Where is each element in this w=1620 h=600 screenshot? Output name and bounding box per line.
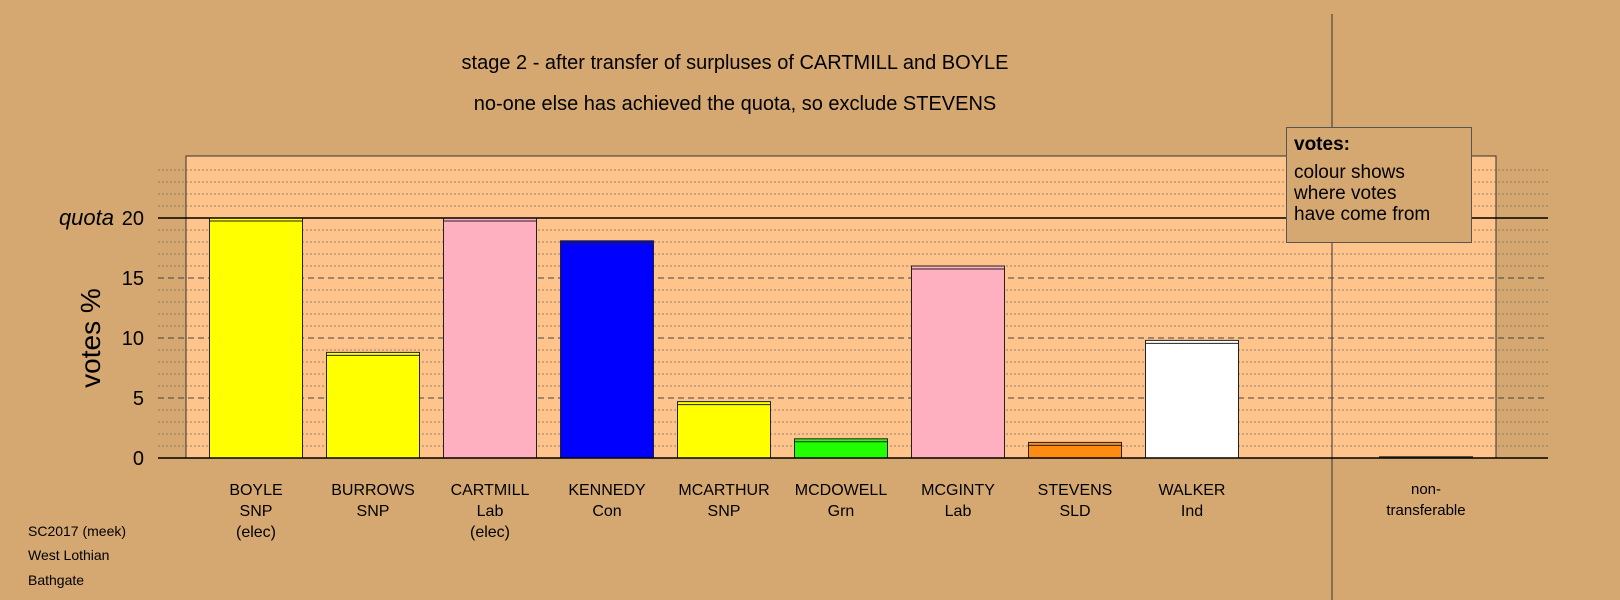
legend: votes: colour shows where votes have com… <box>1286 127 1472 243</box>
y-tick-label: 0 <box>133 448 144 470</box>
x-tick-label: MCDOWELL <box>795 482 888 499</box>
x-tick-label: Lab <box>477 503 504 520</box>
legend-line-2: where votes <box>1294 183 1397 204</box>
x-tick-label: Ind <box>1181 503 1203 520</box>
bar <box>1145 339 1239 459</box>
x-tick-label: BOYLE <box>229 482 282 499</box>
bar <box>326 351 420 459</box>
x-tick-label: BURROWS <box>331 482 415 499</box>
footer-election: SC2017 (meek) <box>28 523 127 539</box>
y-tick-label: 5 <box>133 388 144 410</box>
x-tick-label: WALKER <box>1159 482 1226 499</box>
bar <box>443 217 537 459</box>
footer-council: West Lothian <box>28 547 110 563</box>
x-tick-label: (elec) <box>470 524 510 541</box>
legend-line-1: colour shows <box>1294 162 1405 183</box>
x-tick-label: non- <box>1411 481 1441 498</box>
x-tick-label: SNP <box>357 503 390 520</box>
x-tick-label: CARTMILL <box>451 482 530 499</box>
x-tick-label: Lab <box>945 503 972 520</box>
footer-ward: Bathgate <box>28 572 85 588</box>
bar <box>209 217 303 459</box>
chart-title: stage 2 - after transfer of surpluses of… <box>461 52 1009 74</box>
chart-subtitle: no-one else has achieved the quota, so e… <box>473 93 997 115</box>
x-tick-label: MCARTHUR <box>678 482 769 499</box>
legend-title: votes: <box>1294 134 1350 155</box>
x-tick-label: Grn <box>828 503 855 520</box>
y-tick-label: 20 <box>122 208 144 230</box>
x-tick-label: transferable <box>1386 502 1465 519</box>
bar <box>560 240 654 459</box>
x-tick-label: SLD <box>1059 503 1090 520</box>
bar <box>911 265 1005 459</box>
quota-label: quota <box>59 205 114 230</box>
x-tick-label: Con <box>592 503 621 520</box>
y-tick-label: 10 <box>122 328 144 350</box>
x-tick-label: MCGINTY <box>921 482 995 499</box>
x-tick-label: (elec) <box>236 524 276 541</box>
x-tick-label: KENNEDY <box>568 482 646 499</box>
y-tick-label: 15 <box>122 268 144 290</box>
x-tick-label: STEVENS <box>1038 482 1113 499</box>
x-tick-label: SNP <box>708 503 741 520</box>
bar <box>677 401 771 459</box>
bar <box>1028 441 1122 459</box>
legend-line-3: have come from <box>1294 204 1431 225</box>
y-axis-label: votes % <box>75 288 106 388</box>
x-tick-label: SNP <box>240 503 273 520</box>
